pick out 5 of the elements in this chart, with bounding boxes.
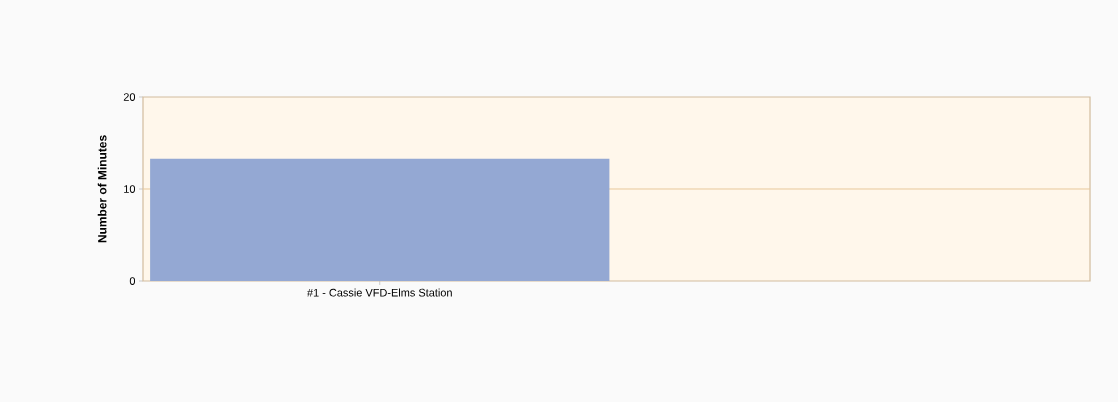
y-tick-label: 20 [123,93,136,101]
y-tick-label: 0 [129,277,136,285]
y-axis-title: Number of Minutes [97,135,107,243]
y-tick-label: 10 [124,185,136,193]
x-tick-label: #1 - Cassie VFD-Elms Station [307,288,452,297]
